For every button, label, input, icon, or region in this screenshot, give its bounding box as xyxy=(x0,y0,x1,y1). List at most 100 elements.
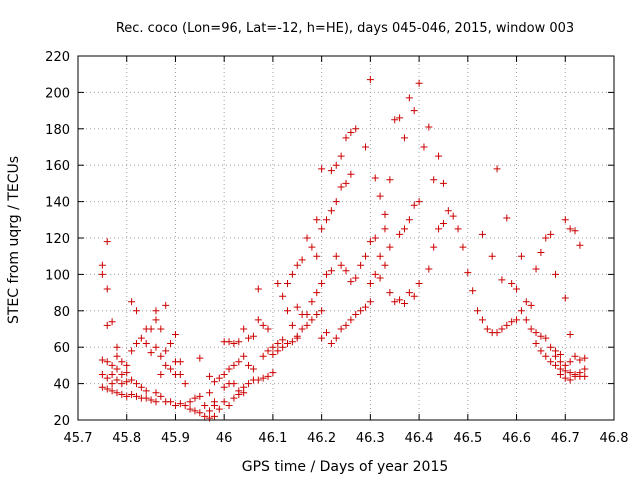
data-point xyxy=(118,380,126,388)
data-point xyxy=(284,280,292,287)
data-point xyxy=(108,361,116,369)
data-point xyxy=(571,352,579,360)
data-point xyxy=(259,374,267,382)
data-point xyxy=(327,340,335,348)
data-point xyxy=(542,334,550,342)
data-point xyxy=(132,380,140,388)
data-point xyxy=(581,354,589,362)
data-point xyxy=(210,412,218,420)
data-point xyxy=(152,389,160,397)
data-point xyxy=(103,238,111,246)
data-point xyxy=(430,243,438,251)
data-point xyxy=(332,334,340,342)
ticks-layer xyxy=(77,55,615,421)
y-tick-label: 40 xyxy=(53,378,70,393)
data-point xyxy=(371,270,379,278)
data-point xyxy=(254,285,262,293)
data-point xyxy=(566,225,574,233)
data-point xyxy=(225,365,233,373)
data-point xyxy=(176,358,184,366)
y-tick-label: 180 xyxy=(45,123,70,138)
data-point xyxy=(396,230,404,238)
data-point xyxy=(108,371,116,378)
data-point xyxy=(532,340,540,348)
data-point xyxy=(230,361,238,369)
data-point xyxy=(474,307,482,315)
data-point xyxy=(366,298,374,306)
data-point xyxy=(439,219,447,227)
data-point xyxy=(391,298,399,306)
data-point xyxy=(352,274,360,282)
data-point xyxy=(405,94,413,102)
data-point xyxy=(157,392,165,400)
data-point xyxy=(274,347,282,355)
data-point xyxy=(225,401,233,409)
data-point xyxy=(347,128,355,136)
x-axis-title: GPS time / Days of year 2015 xyxy=(242,459,449,475)
data-point xyxy=(386,289,394,297)
y-tick-label: 100 xyxy=(45,268,70,283)
data-point xyxy=(103,374,111,382)
y-tick-label: 80 xyxy=(53,305,70,320)
data-point xyxy=(517,252,525,260)
data-point xyxy=(376,274,384,282)
data-point xyxy=(532,265,540,273)
data-point xyxy=(264,372,272,380)
data-point xyxy=(371,174,379,182)
data-point xyxy=(347,170,355,178)
y-tick-label: 60 xyxy=(53,341,70,356)
data-point xyxy=(527,301,535,309)
data-point xyxy=(186,398,194,406)
data-point xyxy=(274,280,282,287)
data-point xyxy=(152,316,160,324)
data-point xyxy=(556,350,564,358)
data-point xyxy=(298,325,306,333)
data-point xyxy=(318,307,326,315)
data-point xyxy=(298,256,306,264)
data-point xyxy=(157,352,165,360)
y-tick-label: 220 xyxy=(45,50,70,65)
data-point xyxy=(220,383,228,391)
data-point xyxy=(171,330,179,338)
data-point xyxy=(245,361,253,369)
data-point xyxy=(142,387,150,395)
data-point xyxy=(323,270,331,278)
data-point xyxy=(552,270,560,278)
data-point xyxy=(132,340,140,348)
data-point xyxy=(113,343,121,351)
data-point xyxy=(522,316,530,324)
data-point xyxy=(206,414,214,422)
data-point xyxy=(98,261,106,269)
data-point xyxy=(513,285,521,293)
data-point xyxy=(357,307,365,315)
data-point xyxy=(581,372,589,380)
data-point xyxy=(191,407,199,415)
data-point xyxy=(279,292,287,300)
data-point xyxy=(420,143,428,151)
data-point xyxy=(279,336,287,344)
data-point xyxy=(381,210,389,218)
data-point xyxy=(137,383,145,391)
data-point xyxy=(269,369,277,377)
data-point xyxy=(576,369,584,377)
data-point xyxy=(454,225,462,233)
data-point xyxy=(415,280,423,287)
data-point xyxy=(405,289,413,297)
data-point xyxy=(206,389,214,397)
data-point xyxy=(167,398,175,406)
data-point xyxy=(284,340,292,348)
data-point xyxy=(245,334,253,342)
data-point xyxy=(196,354,204,362)
data-point xyxy=(113,389,121,397)
data-point xyxy=(230,340,238,348)
data-point xyxy=(488,252,496,260)
data-point xyxy=(332,161,340,169)
data-point xyxy=(493,165,501,173)
x-tick-labels: 45.7 45.8 45.9 46 46.1 46.2 46.3 46.4 46.5 46.6 46… xyxy=(64,431,629,446)
data-point xyxy=(552,361,560,369)
data-point xyxy=(167,340,175,348)
data-point xyxy=(366,280,374,287)
data-point xyxy=(396,296,404,304)
data-point xyxy=(147,325,155,333)
data-point xyxy=(264,347,272,355)
